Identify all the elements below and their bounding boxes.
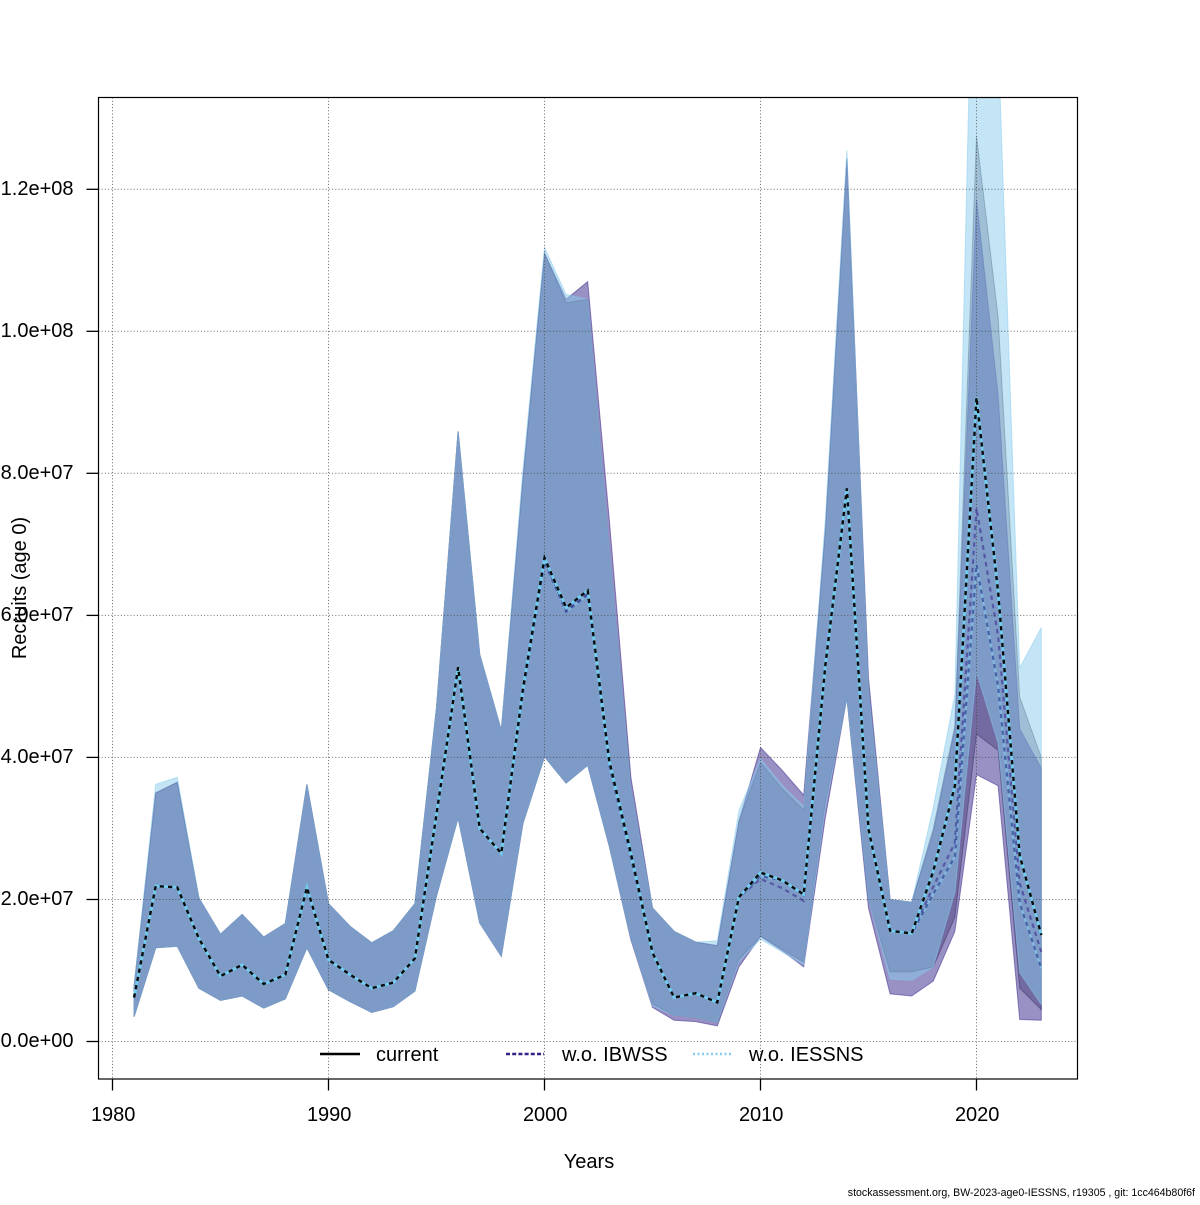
svg-text:2020: 2020 bbox=[955, 1104, 1000, 1126]
svg-text:Recruits (age 0): Recruits (age 0) bbox=[9, 517, 31, 659]
svg-text:2000: 2000 bbox=[523, 1104, 568, 1126]
svg-text:0.0e+00: 0.0e+00 bbox=[1, 1030, 74, 1052]
svg-text:2.0e+07: 2.0e+07 bbox=[1, 888, 74, 910]
svg-text:1.0e+08: 1.0e+08 bbox=[1, 320, 74, 342]
svg-text:w.o. IESSNS: w.o. IESSNS bbox=[748, 1044, 864, 1066]
svg-text:4.0e+07: 4.0e+07 bbox=[1, 746, 74, 768]
svg-text:stockassessment.org, BW-2023-a: stockassessment.org, BW-2023-age0-IESSNS… bbox=[848, 1187, 1195, 1199]
svg-text:2010: 2010 bbox=[739, 1104, 784, 1126]
svg-text:1990: 1990 bbox=[307, 1104, 352, 1126]
svg-text:1.2e+08: 1.2e+08 bbox=[1, 178, 74, 200]
svg-text:Years: Years bbox=[564, 1151, 614, 1173]
svg-text:w.o. IBWSS: w.o. IBWSS bbox=[561, 1044, 668, 1066]
svg-text:1980: 1980 bbox=[91, 1104, 136, 1126]
svg-text:8.0e+07: 8.0e+07 bbox=[1, 462, 74, 484]
svg-text:6.0e+07: 6.0e+07 bbox=[1, 604, 74, 626]
svg-text:current: current bbox=[376, 1044, 439, 1066]
